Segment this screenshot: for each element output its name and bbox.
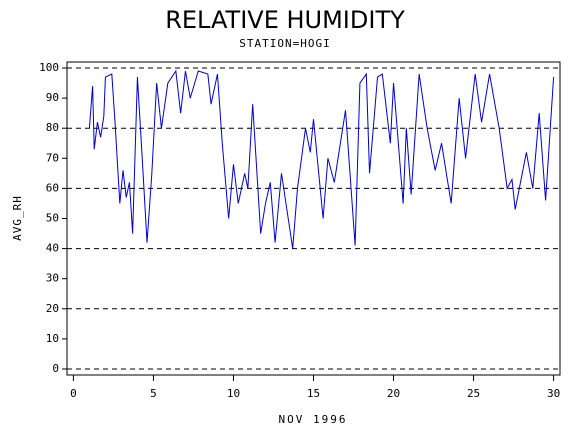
y-tick-label: 10	[46, 332, 59, 345]
y-tick-label: 40	[46, 242, 59, 255]
y-axis-label: AVG_RH	[11, 195, 24, 241]
data-line	[88, 69, 555, 249]
x-tick-label: 5	[150, 387, 157, 400]
chart-title: RELATIVE HUMIDITY	[165, 6, 405, 34]
y-tick-label: 70	[46, 151, 59, 164]
x-axis-label: NOV 1996	[279, 413, 348, 426]
y-tick-label: 60	[46, 181, 59, 194]
y-tick-label: 50	[46, 212, 59, 225]
y-tick-label: 0	[52, 362, 59, 375]
y-tick-label: 80	[46, 121, 59, 134]
x-tick-label: 20	[387, 387, 400, 400]
x-tick-label: 30	[547, 387, 560, 400]
chart-subtitle: STATION=HOGI	[239, 37, 330, 50]
plot-frame	[66, 61, 561, 376]
y-tick-label: 100	[39, 61, 59, 74]
x-tick-label: 15	[307, 387, 320, 400]
y-tick-label: 30	[46, 272, 59, 285]
x-tick-label: 0	[70, 387, 77, 400]
x-tick-label: 10	[227, 387, 240, 400]
y-tick-label: 90	[46, 91, 59, 104]
x-tick-label: 25	[467, 387, 480, 400]
y-tick-label: 20	[46, 302, 59, 315]
